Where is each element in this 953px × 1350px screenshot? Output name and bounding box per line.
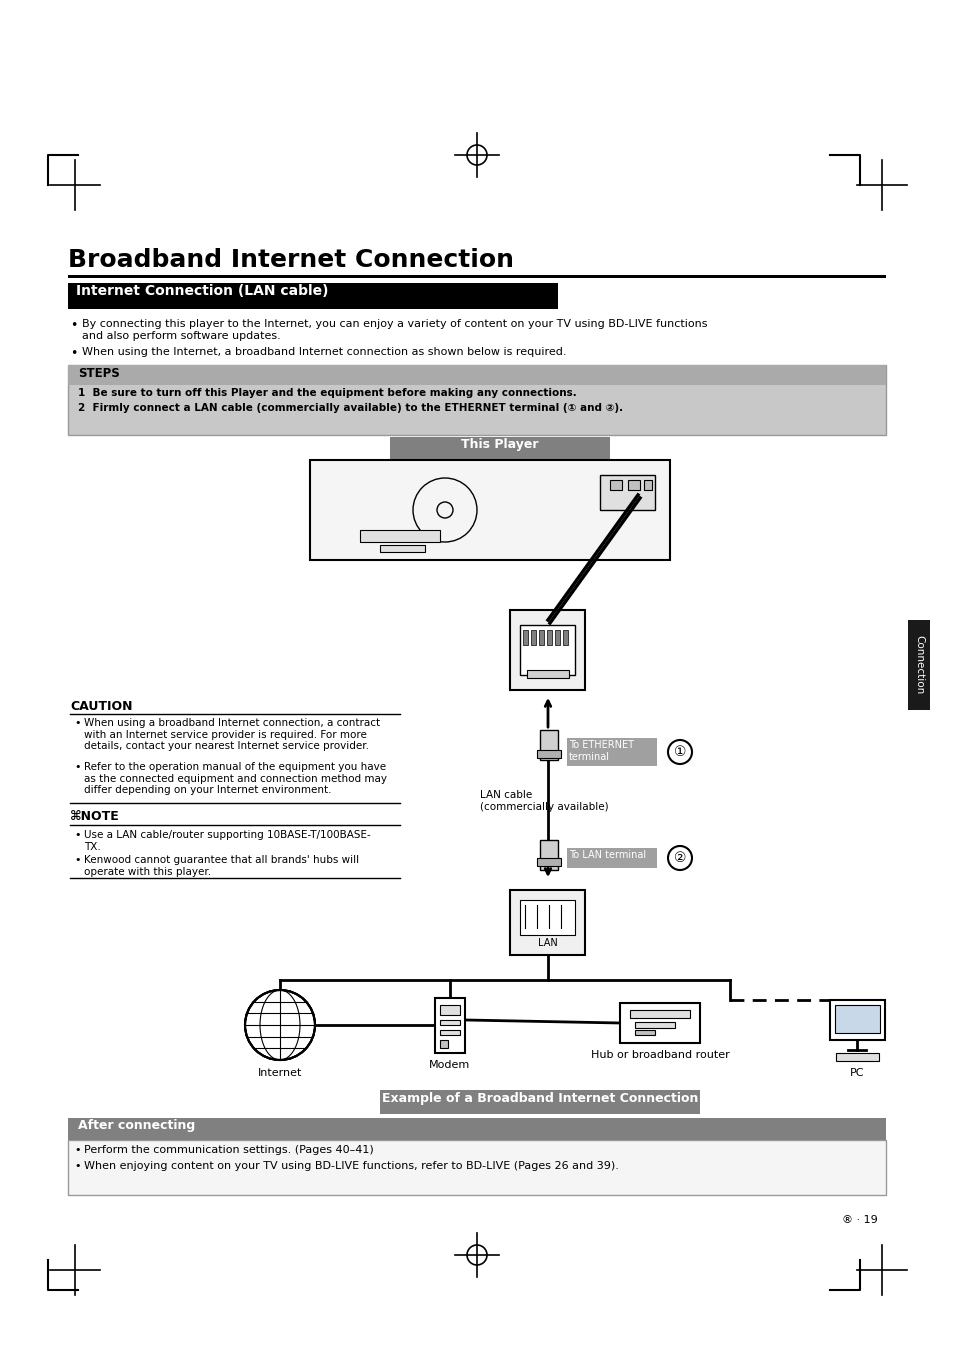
Text: This Player: This Player [460,437,538,451]
Bar [510,890,584,954]
Bar [537,751,560,757]
Bar [68,1139,885,1195]
Text: After connecting: After connecting [78,1119,195,1133]
Bar [835,1053,878,1061]
Bar [643,481,651,490]
Bar [555,630,559,645]
Bar [635,1030,655,1035]
Text: Perform the communication settings. (Pages 40–41): Perform the communication settings. (Pag… [84,1145,374,1156]
Bar [829,1000,884,1040]
Bar [599,475,655,510]
Text: When using the Internet, a broadband Internet connection as shown below is requi: When using the Internet, a broadband Int… [82,347,566,356]
Bar [546,630,552,645]
Bar [68,1118,885,1139]
Bar [359,531,439,541]
Text: Broadband Internet Connection: Broadband Internet Connection [68,248,514,271]
Bar [68,364,885,435]
Bar [539,730,558,760]
Bar [538,630,543,645]
Bar [562,630,567,645]
Bar [439,1040,448,1048]
Text: By connecting this player to the Internet, you can enjoy a variety of content on: By connecting this player to the Interne… [82,319,707,340]
Bar [635,1022,675,1027]
Text: ⌘NOTE: ⌘NOTE [70,810,120,824]
Bar [519,625,575,675]
Text: 2  Firmly connect a LAN cable (commercially available) to the ETHERNET terminal : 2 Firmly connect a LAN cable (commercial… [78,404,622,413]
Text: PC: PC [849,1068,863,1079]
Text: ②: ② [673,850,685,865]
Text: •: • [70,347,77,360]
Bar [519,900,575,936]
Text: Internet Connection (LAN cable): Internet Connection (LAN cable) [76,284,328,298]
Bar [439,1021,459,1025]
Text: When enjoying content on your TV using BD-LIVE functions, refer to BD-LIVE (Page: When enjoying content on your TV using B… [84,1161,618,1170]
Bar [390,437,609,459]
Bar [439,1030,459,1035]
Bar [510,610,584,690]
Text: Hub or broadband router: Hub or broadband router [590,1050,729,1060]
Text: Example of a Broadband Internet Connection: Example of a Broadband Internet Connecti… [381,1092,698,1106]
Bar [379,545,424,552]
Text: LAN: LAN [537,938,558,948]
Bar [68,275,885,278]
Bar [526,670,568,678]
Circle shape [245,990,314,1060]
Bar [539,840,558,869]
Bar [435,998,464,1053]
Text: •: • [74,855,80,865]
Text: Modem: Modem [429,1060,470,1071]
Text: To LAN terminal: To LAN terminal [568,850,645,860]
Bar [834,1004,879,1033]
Text: •: • [70,319,77,332]
Bar [439,1004,459,1015]
Text: •: • [74,1145,80,1156]
Text: 1  Be sure to turn off this Player and the equipment before making any connectio: 1 Be sure to turn off this Player and th… [78,387,577,398]
Text: When using a broadband Internet connection, a contract
with an Internet service : When using a broadband Internet connecti… [84,718,379,751]
Bar [379,1089,700,1114]
Bar [629,1010,689,1018]
Bar [609,481,621,490]
Text: CAUTION: CAUTION [70,701,132,713]
Bar [627,481,639,490]
Text: To ETHERNET
terminal: To ETHERNET terminal [568,740,634,761]
Text: •: • [74,761,80,772]
Text: Kenwood cannot guarantee that all brands' hubs will
operate with this player.: Kenwood cannot guarantee that all brands… [84,855,358,876]
Text: ® · 19: ® · 19 [841,1215,877,1224]
Text: STEPS: STEPS [78,367,120,379]
Text: •: • [74,830,80,840]
Text: Refer to the operation manual of the equipment you have
as the connected equipme: Refer to the operation manual of the equ… [84,761,387,795]
Bar [619,1003,700,1044]
Bar [537,859,560,865]
Bar [522,630,527,645]
Text: Use a LAN cable/router supporting 10BASE-T/100BASE-
TX.: Use a LAN cable/router supporting 10BASE… [84,830,371,852]
Text: LAN cable
(commercially available): LAN cable (commercially available) [479,790,608,811]
Text: Internet: Internet [257,1068,302,1079]
Bar [68,364,885,385]
Text: •: • [74,1161,80,1170]
Text: Connection: Connection [913,636,923,695]
Text: •: • [74,718,80,728]
Bar [310,460,669,560]
Text: ①: ① [673,745,685,759]
Bar [531,630,536,645]
Bar [907,620,929,710]
Bar [566,738,657,765]
Bar [566,848,657,868]
Bar [68,284,558,309]
